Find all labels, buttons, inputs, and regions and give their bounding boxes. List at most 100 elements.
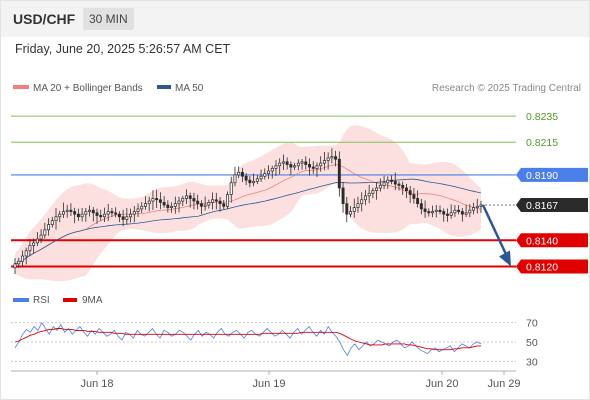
candle-body bbox=[240, 171, 244, 177]
ma50-legend-label: MA 50 bbox=[175, 83, 204, 94]
ma9-legend-swatch bbox=[63, 298, 77, 302]
level-label-0.8120: 0.8120 bbox=[526, 261, 558, 273]
bollinger-band-fill bbox=[15, 125, 481, 281]
candle-body bbox=[106, 211, 110, 215]
candle-body bbox=[155, 198, 159, 201]
candle-body bbox=[378, 185, 382, 189]
candle-body bbox=[248, 179, 252, 184]
x-tick-label-Jun-18: Jun 18 bbox=[80, 378, 113, 390]
candle-body bbox=[140, 205, 144, 210]
candle-body bbox=[419, 203, 423, 210]
candle-body bbox=[17, 260, 21, 265]
candle-body bbox=[352, 207, 356, 212]
candle-body bbox=[259, 175, 263, 180]
ma50-line bbox=[14, 178, 482, 265]
bollinger-bands bbox=[14, 125, 482, 281]
level-tag-0.8140 bbox=[516, 233, 588, 248]
candle-body bbox=[475, 205, 479, 208]
candle-body bbox=[147, 200, 151, 205]
candle-body bbox=[281, 161, 285, 164]
candle-body bbox=[99, 215, 103, 218]
candle-body bbox=[199, 203, 203, 207]
level-label-0.8190: 0.8190 bbox=[526, 170, 558, 182]
candle-body bbox=[73, 211, 77, 215]
candle-body bbox=[69, 209, 73, 212]
candle-body bbox=[21, 255, 24, 262]
candle-body bbox=[13, 263, 17, 269]
forecast-arrow-head bbox=[499, 250, 511, 267]
candle-body bbox=[334, 156, 338, 160]
candle-body bbox=[296, 162, 300, 167]
candle-body bbox=[61, 211, 65, 215]
ma50-legend-swatch bbox=[157, 85, 171, 89]
candle-body bbox=[375, 187, 379, 191]
candle-body bbox=[322, 160, 326, 164]
candle-body bbox=[170, 205, 174, 208]
rsi-tick-30: 30 bbox=[526, 356, 538, 368]
timestamp: Friday, June 20, 2025 5:26:57 AM CET bbox=[15, 42, 231, 56]
candle-body bbox=[293, 165, 297, 168]
candle-body bbox=[132, 211, 136, 215]
candle-body bbox=[285, 161, 289, 165]
candle-body bbox=[270, 168, 274, 172]
x-tick-label-Jun-19: Jun 19 bbox=[252, 378, 285, 390]
candle-body bbox=[229, 182, 233, 195]
bollinger-legend-label: MA 20 + Bollinger Bands bbox=[33, 83, 143, 94]
candle-body bbox=[423, 208, 427, 212]
candle-body bbox=[449, 212, 453, 216]
candle-body bbox=[438, 209, 442, 212]
candle-body bbox=[144, 203, 147, 207]
candle-body bbox=[88, 209, 92, 212]
candle-body bbox=[222, 203, 226, 207]
candle-body bbox=[442, 211, 446, 215]
candle-body bbox=[32, 242, 36, 246]
candle-body bbox=[192, 198, 196, 202]
candle-body bbox=[65, 209, 69, 212]
candle-body bbox=[181, 198, 185, 202]
candle-body bbox=[226, 194, 229, 207]
candle-body bbox=[319, 162, 323, 167]
candle-body bbox=[54, 216, 58, 222]
candle-body bbox=[308, 164, 311, 168]
candle-body bbox=[47, 224, 51, 231]
rsi-panel: 30 50 70 bbox=[11, 318, 538, 368]
candle-body bbox=[91, 209, 95, 214]
candle-body bbox=[416, 198, 420, 205]
candle-body bbox=[28, 245, 32, 252]
ma20-line bbox=[14, 164, 482, 265]
candle-body bbox=[468, 209, 472, 214]
candle-body bbox=[188, 195, 192, 199]
candle-body bbox=[95, 212, 99, 216]
credit-text: Research © 2025 Trading Central bbox=[432, 83, 581, 94]
candle-body bbox=[434, 209, 438, 212]
interval-badge[interactable]: 30 MIN bbox=[83, 8, 134, 30]
candle-body bbox=[252, 181, 256, 184]
candle-body bbox=[263, 173, 267, 177]
candle-body bbox=[84, 211, 88, 215]
candle-body bbox=[289, 164, 293, 168]
rsi-legend-label: RSI bbox=[33, 295, 50, 306]
x-tick-label-Jun-20: Jun 20 bbox=[425, 378, 458, 390]
symbol-title: USD/CHF bbox=[13, 11, 76, 27]
candle-body bbox=[472, 207, 475, 211]
candle-body bbox=[207, 202, 211, 206]
candle-body bbox=[114, 212, 118, 215]
candle-body bbox=[162, 202, 166, 206]
candle-body bbox=[311, 166, 315, 169]
candle-body bbox=[330, 156, 334, 159]
candle-body bbox=[117, 213, 121, 218]
ma50-polyline bbox=[14, 178, 482, 265]
candle-body bbox=[255, 178, 259, 182]
candle-body bbox=[337, 158, 341, 189]
candle-body bbox=[244, 175, 248, 181]
candle-body bbox=[300, 161, 304, 164]
candle-body bbox=[43, 229, 47, 236]
candle-body bbox=[345, 203, 349, 215]
candle-body bbox=[386, 179, 390, 184]
candle-body bbox=[203, 204, 207, 207]
candle-body bbox=[278, 162, 282, 167]
rsi-line bbox=[14, 321, 482, 357]
rsi-tick-50: 50 bbox=[526, 337, 538, 349]
forecast-arrow-shaft bbox=[481, 204, 509, 257]
